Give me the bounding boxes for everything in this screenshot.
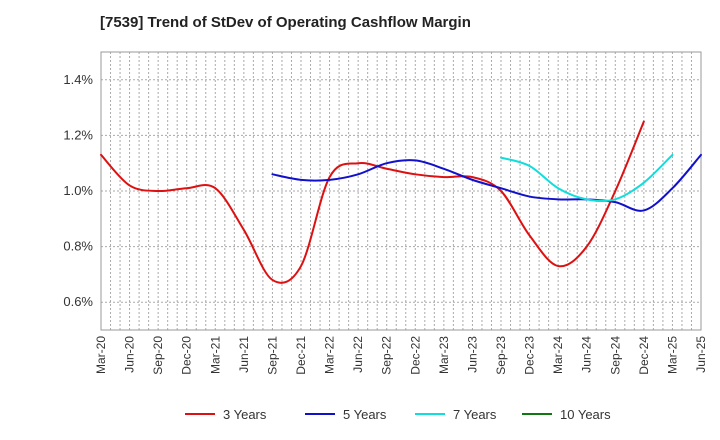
series-lines — [100, 120, 702, 284]
legend-label: 5 Years — [343, 407, 387, 422]
x-tick-label: Mar-20 — [94, 336, 108, 374]
grid — [101, 52, 701, 330]
x-tick-label: Dec-23 — [523, 336, 537, 375]
x-tick-label: Sep-22 — [380, 336, 394, 375]
x-tick-label: Jun-22 — [351, 336, 365, 373]
legend: 3 Years 5 Years 7 Years 10 Years — [185, 407, 611, 422]
axes: 0.6% 0.8% 1.0% 1.2% 1.4% Mar-20 Jun-20 Sep-20 De… — [63, 72, 708, 375]
legend-label: 10 Years — [560, 407, 611, 422]
x-tick-label: Sep-20 — [151, 336, 165, 375]
series-line-5-years — [271, 153, 702, 212]
x-tick-label: Dec-24 — [637, 336, 651, 375]
y-tick-label: 1.2% — [63, 127, 93, 142]
y-tick-label: 0.6% — [63, 294, 93, 309]
x-tick-label: Sep-23 — [494, 336, 508, 375]
x-tick-label: Mar-22 — [323, 336, 337, 374]
x-tick-label: Jun-20 — [123, 336, 137, 373]
series-line-3-years — [100, 120, 645, 284]
legend-label: 3 Years — [223, 407, 267, 422]
x-tick-label: Dec-21 — [294, 336, 308, 375]
chart-title: [7539] Trend of StDev of Operating Cashf… — [100, 14, 471, 31]
x-tick-label: Jun-23 — [465, 336, 479, 373]
x-tick-label: Dec-20 — [180, 336, 194, 375]
x-tick-label: Mar-24 — [551, 336, 565, 374]
legend-label: 7 Years — [453, 407, 497, 422]
y-tick-label: 1.4% — [63, 72, 93, 87]
x-tick-label: Sep-24 — [608, 336, 622, 375]
x-tick-label: Mar-25 — [665, 336, 679, 374]
x-tick-label: Dec-22 — [408, 336, 422, 375]
series-line-7-years — [500, 153, 674, 203]
x-tick-label: Jun-25 — [694, 336, 708, 373]
y-tick-label: 1.0% — [63, 183, 93, 198]
x-tick-label: Jun-24 — [580, 336, 594, 373]
plot-frame — [100, 51, 702, 331]
x-tick-label: Mar-23 — [437, 336, 451, 374]
x-tick-label: Jun-21 — [237, 336, 251, 373]
x-tick-label: Sep-21 — [265, 336, 279, 375]
y-tick-label: 0.8% — [63, 239, 93, 254]
x-tick-label: Mar-21 — [208, 336, 222, 374]
